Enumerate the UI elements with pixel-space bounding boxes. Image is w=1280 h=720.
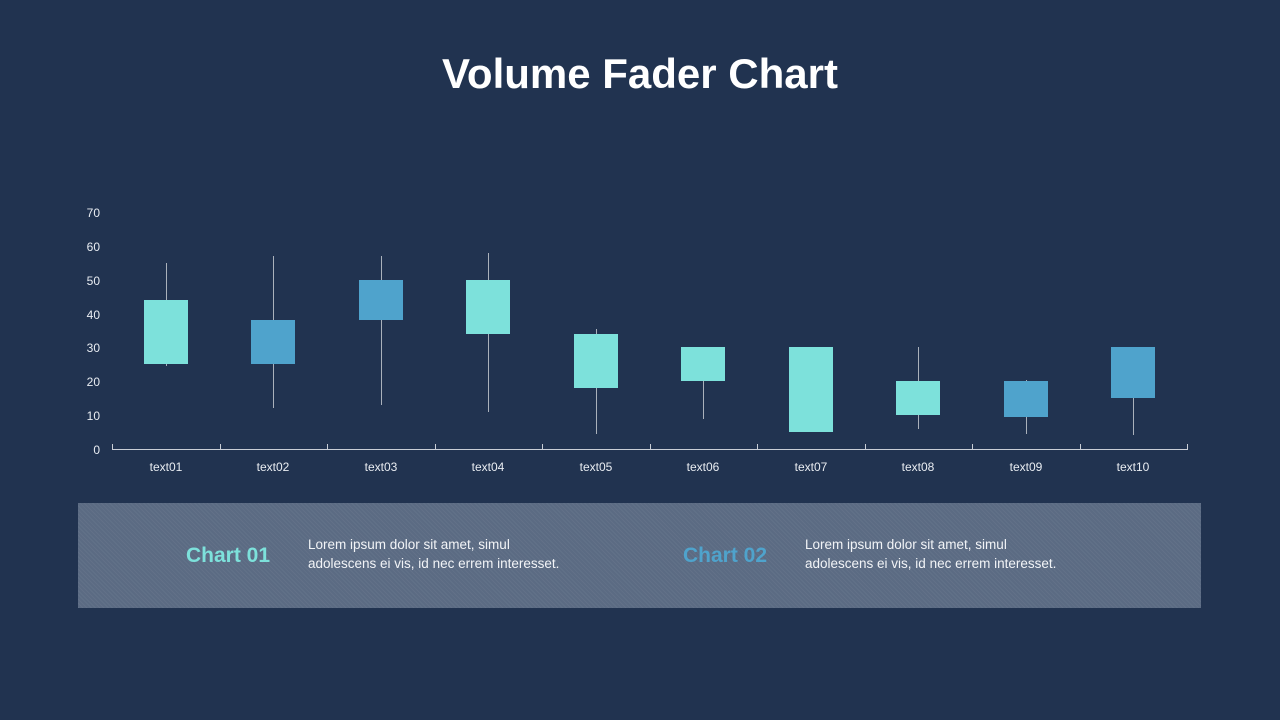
volume-fader-chart: 0 10 20 30 40 50 60 70 text01 text02 text03 text04 t…	[86, 206, 1188, 474]
candle-box-text07	[789, 347, 833, 433]
x-axis-label-text06: text06	[686, 460, 720, 474]
x-axis-label-text02: text02	[256, 460, 290, 474]
x-axis-tick	[650, 444, 651, 449]
x-axis-label-text05: text05	[579, 460, 613, 474]
footer-chart02-text: Lorem ipsum dolor sit amet, simul adoles…	[805, 535, 1105, 573]
page-title: Volume Fader Chart	[442, 50, 838, 97]
x-axis-tick	[112, 444, 113, 449]
x-axis-tick	[435, 444, 436, 449]
candle-box-text02	[251, 320, 295, 365]
footer-chart01-text-line2: adolescens ei vis, id nec errem interess…	[308, 556, 560, 571]
candle-box-text01	[144, 300, 188, 365]
candle-wick-text06	[703, 347, 704, 419]
y-axis-label: 30	[86, 341, 100, 356]
footer-chart01-text: Lorem ipsum dolor sit amet, simul adoles…	[308, 535, 608, 573]
x-axis-label-text08: text08	[901, 460, 935, 474]
y-axis-label: 50	[86, 273, 100, 288]
x-axis-line	[112, 449, 1188, 450]
y-axis-label: 20	[86, 375, 100, 390]
x-axis-tick	[327, 444, 328, 449]
x-axis-tick	[542, 444, 543, 449]
candle-box-text09	[1004, 381, 1048, 417]
footer-chart02-text-line1: Lorem ipsum dolor sit amet, simul	[805, 537, 1007, 552]
candle-wick-text03	[381, 256, 382, 405]
x-axis-tick	[220, 444, 221, 449]
candle-box-text08	[896, 381, 940, 416]
footer-chart02-label: Chart 02	[682, 544, 768, 567]
footer-chart01-label: Chart 01	[185, 544, 271, 567]
x-axis-label-text09: text09	[1009, 460, 1043, 474]
footer-panel: Chart 01 Lorem ipsum dolor sit amet, sim…	[78, 503, 1201, 608]
y-axis-label: 70	[86, 206, 100, 220]
x-axis-tick	[1080, 444, 1081, 449]
x-axis-label-text04: text04	[471, 460, 505, 474]
candle-box-text06	[681, 347, 725, 382]
x-axis-tick	[865, 444, 866, 449]
y-axis-label: 10	[86, 409, 100, 424]
x-axis-tick	[972, 444, 973, 449]
x-axis-label-text07: text07	[794, 460, 828, 474]
y-axis-label: 40	[86, 307, 100, 322]
footer-chart02-text-line2: adolescens ei vis, id nec errem interess…	[805, 556, 1057, 571]
y-axis-label: 60	[86, 239, 100, 254]
y-axis-label: 0	[93, 443, 100, 457]
x-axis-label-text10: text10	[1116, 460, 1150, 474]
x-axis-tick	[1187, 444, 1188, 449]
candle-box-text03	[359, 279, 403, 321]
plot-area	[112, 212, 1188, 449]
candle-box-text10	[1111, 347, 1155, 399]
x-axis-label-text01: text01	[149, 460, 183, 474]
candle-box-text04	[466, 279, 510, 334]
x-axis-tick	[757, 444, 758, 449]
x-axis-label-text03: text03	[364, 460, 398, 474]
footer-chart01-text-line1: Lorem ipsum dolor sit amet, simul	[308, 537, 510, 552]
candle-box-text05	[574, 333, 618, 389]
